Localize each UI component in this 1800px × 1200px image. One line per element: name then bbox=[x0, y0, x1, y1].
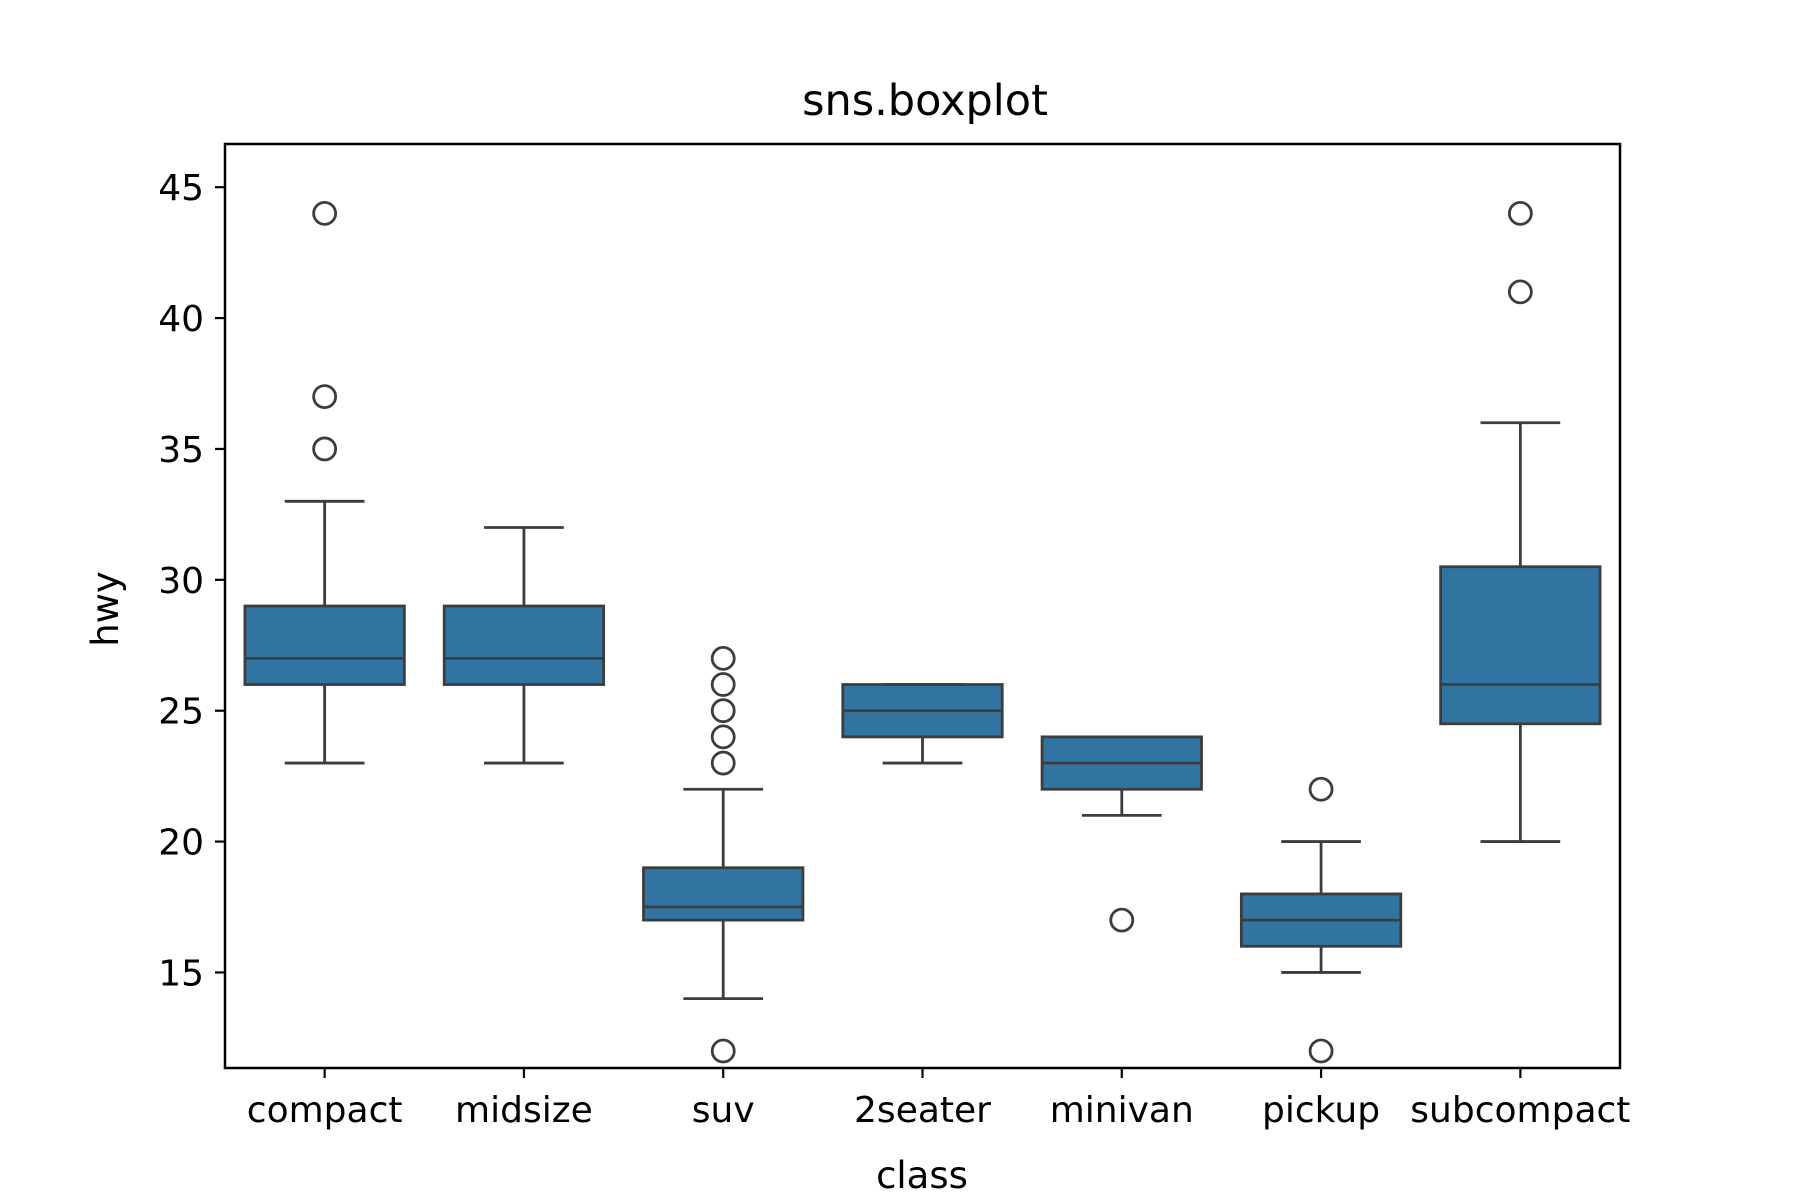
outlier-point bbox=[710, 645, 736, 671]
chart-title: sns.boxplot bbox=[802, 76, 1048, 126]
y-tick-label: 20 bbox=[158, 823, 204, 864]
outlier-point bbox=[1308, 1038, 1334, 1064]
y-tick-label: 40 bbox=[158, 299, 204, 340]
y-tick-label: 45 bbox=[158, 168, 204, 209]
outlier-point bbox=[312, 200, 338, 226]
box-iqr bbox=[1439, 565, 1602, 726]
y-tick-label: 35 bbox=[158, 430, 204, 471]
y-tick-label: 15 bbox=[158, 953, 204, 994]
x-tick-label: pickup bbox=[1262, 1090, 1380, 1131]
box-group-subcompact bbox=[1439, 200, 1602, 843]
outlier-point bbox=[1507, 200, 1533, 226]
outlier-point bbox=[710, 1038, 736, 1064]
x-tick-label: minivan bbox=[1050, 1090, 1194, 1131]
y-tick-label: 25 bbox=[158, 692, 204, 733]
box-iqr bbox=[442, 604, 606, 686]
box-group-midsize bbox=[442, 526, 606, 765]
outlier-point bbox=[710, 698, 736, 724]
box-iqr bbox=[642, 866, 805, 922]
y-axis-ticks: 15 20 25 30 35 40 45 bbox=[158, 168, 225, 994]
x-tick-label: subcompact bbox=[1410, 1090, 1630, 1131]
outlier-point bbox=[710, 724, 736, 750]
box-group-minivan bbox=[1040, 735, 1203, 933]
outlier-point bbox=[312, 384, 338, 409]
outlier-point bbox=[710, 750, 736, 776]
x-tick-label: suv bbox=[692, 1090, 755, 1131]
plot-area-frame bbox=[223, 142, 1622, 1070]
box-group-suv bbox=[642, 645, 805, 1064]
x-tick-label: compact bbox=[247, 1090, 403, 1131]
x-axis-label: class bbox=[876, 1154, 968, 1197]
x-tick-label: midsize bbox=[455, 1090, 593, 1131]
box-group-pickup bbox=[1239, 776, 1403, 1064]
x-tick-label: 2seater bbox=[854, 1090, 991, 1131]
y-axis-label: hwy bbox=[84, 571, 127, 647]
x-axis-ticks: compact midsize suv 2seater minivan pickup sub… bbox=[247, 1068, 1630, 1131]
outlier-point bbox=[312, 436, 338, 462]
plot-marks bbox=[243, 200, 1602, 1064]
box-group-2seater bbox=[841, 683, 1004, 765]
outlier-point bbox=[1109, 907, 1135, 933]
y-tick-label: 30 bbox=[158, 561, 204, 602]
outlier-point bbox=[1308, 776, 1334, 802]
outlier-point bbox=[1507, 279, 1533, 305]
box-group-compact bbox=[243, 200, 406, 765]
box-iqr bbox=[243, 604, 406, 686]
outlier-point bbox=[710, 672, 736, 697]
